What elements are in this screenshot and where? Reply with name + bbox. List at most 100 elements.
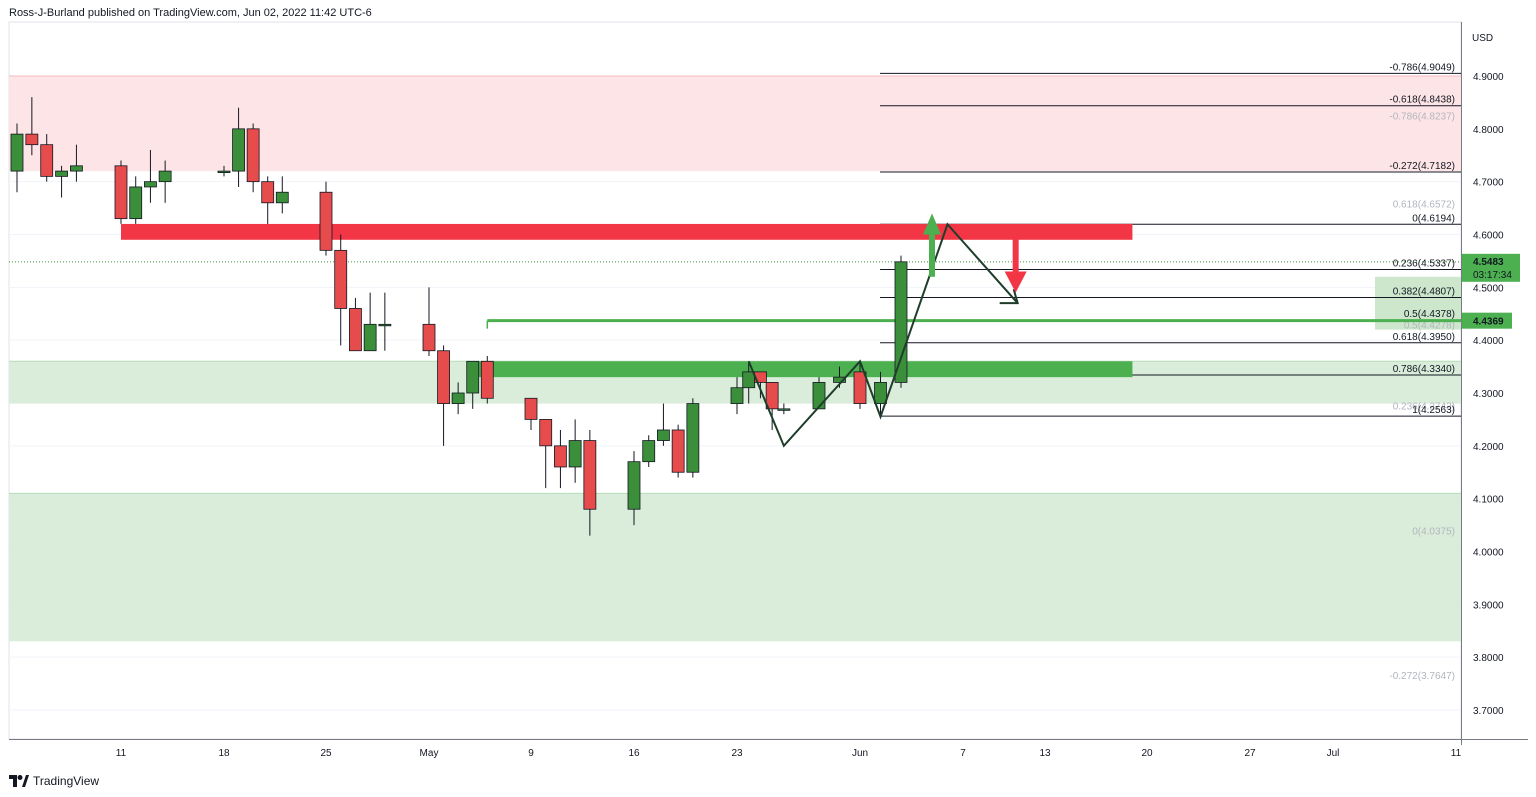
candle[interactable] — [554, 429, 567, 489]
candle[interactable] — [466, 360, 480, 409]
candle-body — [554, 445, 567, 468]
candle[interactable] — [40, 134, 54, 182]
currency-label: USD — [1472, 33, 1493, 44]
bullish-arrow-icon[interactable] — [923, 213, 941, 235]
candle-body — [25, 133, 39, 146]
candle[interactable] — [583, 429, 597, 536]
x-tick-label: May — [420, 748, 439, 759]
candle[interactable] — [686, 398, 700, 478]
candle-body — [349, 308, 362, 352]
fib-level-label: 0.236(4.5337) — [1393, 259, 1455, 270]
projection-arrowhead — [999, 288, 1019, 305]
candle[interactable] — [363, 292, 377, 352]
candle[interactable] — [10, 123, 24, 193]
current-price-value: 4.5483 — [1473, 257, 1504, 268]
bearish-arrow-icon[interactable] — [1004, 271, 1027, 293]
candle-body — [730, 387, 744, 404]
y-tick-label: 4.2000 — [1473, 442, 1504, 453]
y-tick-label: 4.4000 — [1473, 336, 1504, 347]
candle[interactable] — [25, 97, 39, 156]
candle-body — [217, 170, 231, 174]
candle-body — [378, 323, 392, 327]
current-price-badge[interactable] — [1462, 253, 1520, 282]
candle-body — [539, 419, 553, 447]
target-price-value: 4.4369 — [1473, 317, 1504, 328]
candle[interactable] — [349, 297, 362, 352]
candle[interactable] — [275, 176, 289, 214]
candle[interactable] — [70, 144, 83, 182]
pink-resistance-zone — [9, 76, 1461, 172]
candle[interactable] — [539, 419, 553, 489]
y-tick-label: 3.9000 — [1473, 600, 1504, 611]
candle[interactable] — [874, 371, 887, 415]
candle[interactable] — [129, 176, 143, 224]
candle-body — [70, 165, 83, 172]
candle[interactable] — [777, 403, 791, 415]
candle[interactable] — [524, 397, 538, 430]
chart-header: Ross-J-Burland published on TradingView.… — [9, 7, 372, 19]
candle-body — [812, 382, 826, 410]
candle-body — [524, 397, 538, 420]
candle-body — [363, 323, 377, 352]
y-tick-label: 4.3000 — [1473, 389, 1504, 400]
x-tick-label: 7 — [960, 748, 966, 759]
double-bottom-pattern[interactable] — [747, 222, 1019, 448]
candle[interactable] — [246, 123, 260, 193]
candle[interactable] — [627, 451, 641, 526]
candle[interactable] — [765, 382, 779, 430]
candle[interactable] — [642, 435, 656, 467]
candle[interactable] — [144, 149, 157, 203]
candle-body — [671, 429, 685, 473]
candle-body — [158, 170, 172, 183]
x-tick-label: 9 — [528, 748, 534, 759]
x-tick-label: 11 — [116, 748, 127, 759]
candle[interactable] — [378, 292, 392, 351]
candle[interactable] — [853, 361, 867, 409]
x-tick-label: Jun — [852, 748, 868, 759]
y-tick-label: 4.0000 — [1473, 548, 1504, 559]
candle-body — [742, 371, 756, 389]
candle[interactable] — [55, 165, 68, 198]
candle[interactable] — [657, 403, 670, 446]
fib-level-label: -0.618(4.8438) — [1389, 95, 1455, 106]
resistance-band[interactable] — [121, 223, 1133, 240]
candle[interactable] — [480, 356, 494, 404]
candle[interactable] — [730, 377, 744, 415]
candle-body — [568, 440, 582, 468]
bar-countdown: 03:17:34 — [1473, 270, 1512, 281]
candle[interactable] — [319, 181, 333, 256]
tradingview-footer[interactable]: TradingView — [9, 771, 99, 791]
candle-body — [777, 408, 791, 411]
candle[interactable] — [451, 382, 465, 415]
y-tick-label: 4.9000 — [1473, 72, 1504, 83]
candle[interactable] — [334, 234, 348, 346]
candle[interactable] — [232, 107, 245, 187]
candle-body — [583, 440, 597, 510]
lower-green-zone — [9, 493, 1461, 642]
candle[interactable] — [158, 160, 172, 203]
x-tick-label: 18 — [218, 748, 230, 759]
fib-level-label: -0.786(4.9049) — [1389, 62, 1455, 73]
candle[interactable] — [261, 176, 275, 224]
candle[interactable] — [568, 419, 582, 483]
fib-level-label: 0(4.6194) — [1412, 213, 1455, 224]
y-tick-label: 4.1000 — [1473, 495, 1504, 506]
candle-body — [642, 440, 656, 463]
candle[interactable] — [422, 287, 436, 357]
candle-body — [246, 128, 260, 183]
candle-body — [40, 144, 54, 177]
candle[interactable] — [217, 165, 231, 177]
candle[interactable] — [114, 160, 128, 224]
target-price-badge[interactable] — [1462, 312, 1512, 329]
fib-level-label: 1(4.2563) — [1412, 405, 1455, 416]
candle-body — [451, 392, 465, 404]
candle-body — [275, 191, 289, 204]
candle[interactable] — [671, 424, 685, 478]
y-tick-label: 4.7000 — [1473, 178, 1504, 189]
support-band[interactable] — [472, 361, 1133, 378]
fib-level-label: 0.618(4.3950) — [1393, 332, 1455, 343]
candle[interactable] — [437, 345, 450, 446]
x-tick-label: Jul — [1327, 748, 1340, 759]
candle-body — [833, 376, 846, 383]
